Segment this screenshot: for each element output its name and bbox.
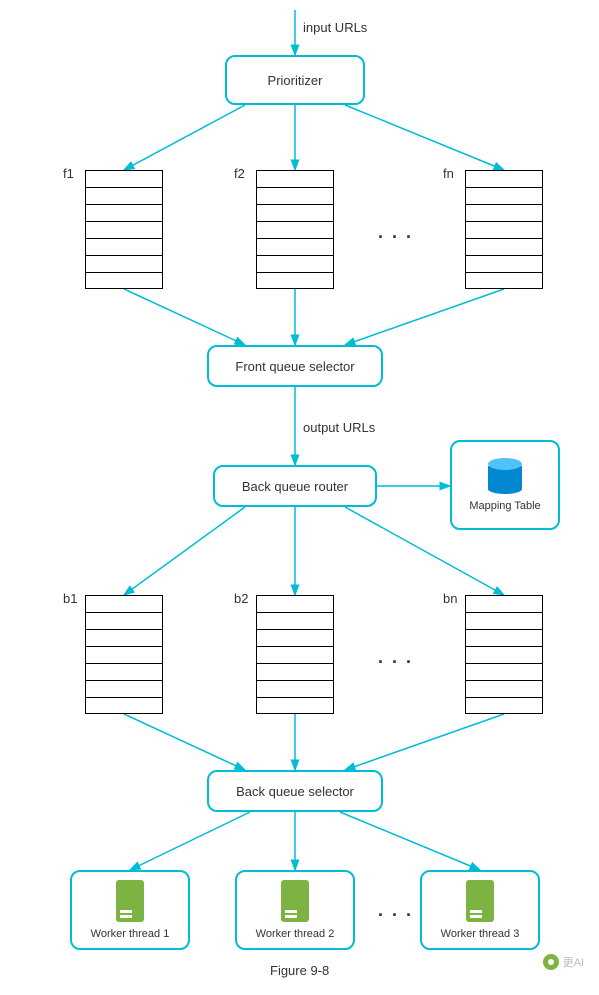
worker-thread-node: Worker thread 2 (235, 870, 355, 950)
front-queue-selector-node: Front queue selector (207, 345, 383, 387)
front-queue-selector-label: Front queue selector (235, 359, 354, 374)
back-queue (465, 595, 543, 714)
back-queue (256, 595, 334, 714)
figure-caption: Figure 9-8 (270, 963, 329, 978)
flow-edge (124, 289, 245, 345)
edge-label: input URLs (303, 20, 367, 35)
flow-edge (345, 714, 504, 770)
flow-edge (124, 507, 245, 595)
ellipsis: . . . (378, 900, 413, 921)
back-queue-selector-node: Back queue selector (207, 770, 383, 812)
watermark: 更AI (543, 954, 584, 970)
prioritizer-label: Prioritizer (268, 73, 323, 88)
worker-thread-node: Worker thread 1 (70, 870, 190, 950)
watermark-text: 更AI (563, 954, 584, 970)
front-queue-label: f2 (234, 166, 245, 181)
back-queue-label: b2 (234, 591, 248, 606)
front-queue-label: fn (443, 166, 454, 181)
server-icon (281, 880, 309, 922)
flow-edge (130, 812, 250, 870)
back-queue (85, 595, 163, 714)
front-queue (256, 170, 334, 289)
flow-edge (345, 105, 504, 170)
flow-edge (124, 714, 245, 770)
back-queue-label: bn (443, 591, 457, 606)
back-queue-label: b1 (63, 591, 77, 606)
back-queue-router-label: Back queue router (242, 479, 348, 494)
flow-edge (345, 289, 504, 345)
flow-edge (124, 105, 245, 170)
front-queue (465, 170, 543, 289)
database-icon (488, 458, 522, 494)
back-queue-router-node: Back queue router (213, 465, 377, 507)
server-icon (466, 880, 494, 922)
prioritizer-node: Prioritizer (225, 55, 365, 105)
worker-thread-node: Worker thread 3 (420, 870, 540, 950)
edge-label: output URLs (303, 420, 375, 435)
watermark-icon (543, 954, 559, 970)
server-icon (116, 880, 144, 922)
ellipsis: . . . (378, 647, 413, 668)
worker-thread-label: Worker thread 3 (441, 928, 520, 940)
front-queue-label: f1 (63, 166, 74, 181)
front-queue (85, 170, 163, 289)
mapping-table-node: Mapping Table (450, 440, 560, 530)
ellipsis: . . . (378, 222, 413, 243)
worker-thread-label: Worker thread 1 (91, 928, 170, 940)
flow-edge (340, 812, 480, 870)
back-queue-selector-label: Back queue selector (236, 784, 354, 799)
worker-thread-label: Worker thread 2 (256, 928, 335, 940)
mapping-table-label: Mapping Table (469, 500, 540, 512)
